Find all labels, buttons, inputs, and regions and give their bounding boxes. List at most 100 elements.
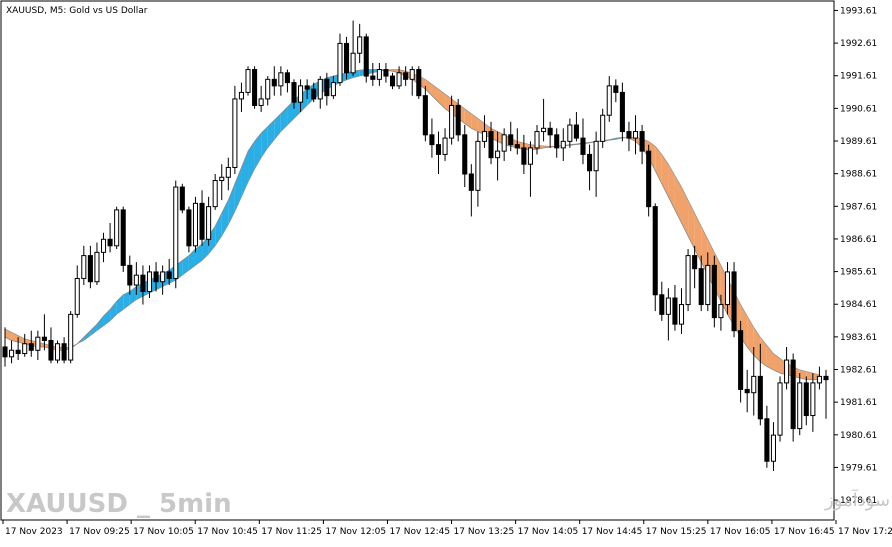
candle-body-bull <box>114 209 120 247</box>
ribbon-segment <box>90 324 97 336</box>
candle <box>416 66 422 99</box>
x-tick-label: 17 Nov 15:25 <box>646 527 707 537</box>
ribbon-segment <box>681 187 689 237</box>
candle <box>442 128 448 161</box>
candle <box>567 118 573 148</box>
candle-body-bear <box>803 382 809 417</box>
candle-body-bear <box>646 150 652 208</box>
ribbon-segment <box>129 286 137 305</box>
candle <box>15 337 21 361</box>
candle <box>554 128 560 158</box>
x-tick-label: 17 Nov 16:45 <box>774 527 835 537</box>
candle-body-bear <box>488 131 494 159</box>
ribbon-segment <box>267 120 275 148</box>
candle-body-bull <box>777 382 783 436</box>
candle <box>619 82 625 142</box>
candle-body-bear <box>389 75 396 87</box>
candle-body-bear <box>514 144 520 149</box>
candle <box>48 327 54 364</box>
candle-body-bear <box>166 271 172 279</box>
candle <box>304 79 310 99</box>
y-tick-label: 1991.61 <box>840 72 877 82</box>
price-axis[interactable]: 1993.61 1992.61 1991.61 1990.61 1989.61 1988.… <box>834 6 877 506</box>
y-tick-label: 1981.61 <box>840 398 877 408</box>
candle-body-bull <box>797 382 803 430</box>
candle-body-bull <box>206 206 212 240</box>
candle-body-bull <box>449 104 455 139</box>
candle-body-bull <box>232 98 238 168</box>
ribbon-segment <box>195 244 203 266</box>
candle-body-bull <box>527 147 533 165</box>
candle-body-bull <box>665 297 671 315</box>
candle-body-bull <box>212 180 218 208</box>
candle <box>718 294 724 331</box>
x-tick-label: 17 Nov 12:05 <box>325 527 386 537</box>
candle <box>462 125 468 188</box>
candle <box>55 340 61 364</box>
candle <box>488 121 494 165</box>
candle-body-bull <box>81 255 87 279</box>
candle <box>298 79 304 112</box>
candle <box>389 72 396 90</box>
y-tick-label: 1985.61 <box>840 268 877 278</box>
candle <box>317 76 323 109</box>
candle-body-bull <box>534 131 540 149</box>
candle <box>527 141 533 197</box>
candle-body-bull <box>409 69 415 80</box>
candle-body-bear <box>61 343 67 361</box>
candle-body-bear <box>403 72 409 80</box>
candle-body-bear <box>468 173 474 191</box>
candle-body-bull <box>678 304 685 325</box>
candle-body-bull <box>357 36 363 54</box>
candle-body-bull <box>9 349 15 358</box>
candle <box>160 265 166 295</box>
candle <box>534 125 540 155</box>
candle-body-bear <box>324 78 330 97</box>
candle <box>324 72 330 106</box>
candle <box>508 121 514 152</box>
candle <box>265 76 271 106</box>
candle-body-bear <box>120 209 126 266</box>
candle-body-bull <box>330 82 336 97</box>
candle-body-bull <box>160 271 166 283</box>
candle-body-bull <box>100 238 107 253</box>
candle-body-bear <box>2 346 8 358</box>
candle <box>639 125 645 165</box>
candle <box>698 255 704 312</box>
candle <box>186 206 192 253</box>
candle-body-bull <box>600 114 606 142</box>
candle-body-bull <box>146 271 153 293</box>
ribbon-segment <box>668 164 675 210</box>
candle <box>711 255 717 328</box>
x-tick-label: 17 Nov 09:25 <box>69 527 130 537</box>
candle <box>278 66 284 96</box>
candle-body-bull <box>442 137 448 155</box>
ribbon-segment <box>701 226 708 276</box>
candle-body-bull <box>724 271 731 306</box>
candle <box>238 82 244 112</box>
candle <box>146 265 153 299</box>
candle-body-bull <box>74 277 80 315</box>
candle-body-bear <box>370 75 376 80</box>
candle-body-bull <box>685 255 691 306</box>
y-tick-label: 1984.61 <box>840 300 877 310</box>
candle-body-bear <box>416 69 422 97</box>
candle <box>626 121 632 152</box>
candle-body-bear <box>429 134 435 146</box>
candle-body-bull <box>751 375 757 394</box>
x-tick-label: 17 Nov 14:05 <box>518 527 579 537</box>
candle <box>284 69 290 93</box>
ribbon-segment <box>477 118 485 135</box>
candle <box>481 115 488 148</box>
candle <box>94 242 100 285</box>
candle-body-bear <box>363 36 369 77</box>
time-axis[interactable]: 17 Nov 2023 17 Nov 09:25 17 Nov 10:05 17 No… <box>2 520 892 537</box>
candle-body-bear <box>127 264 133 286</box>
y-tick-label: 1983.61 <box>840 333 877 343</box>
ribbon-segment <box>760 337 767 367</box>
candle <box>514 128 520 155</box>
candle <box>2 327 8 367</box>
